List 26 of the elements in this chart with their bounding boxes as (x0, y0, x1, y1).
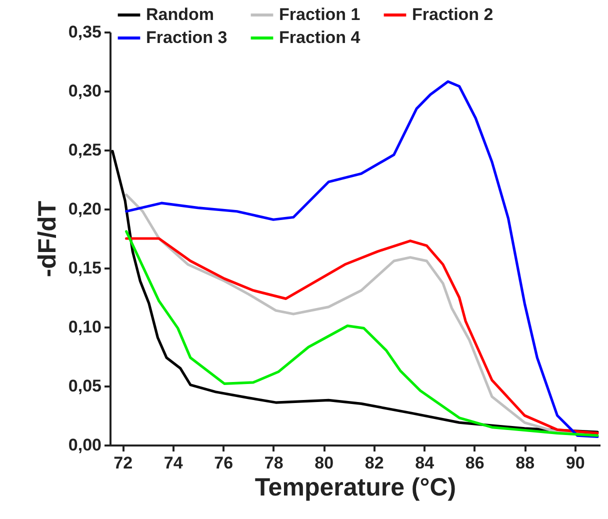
y-axis-title: -dF/dT (33, 200, 62, 278)
legend-label: Fraction 2 (412, 5, 494, 24)
x-tick-label: 74 (164, 454, 184, 472)
x-tick-label: 84 (415, 454, 435, 472)
x-tick-label: 80 (314, 454, 334, 472)
x-tick-label: 76 (214, 454, 234, 472)
legend-label: Random (146, 5, 214, 24)
y-tick-label: 0,35 (68, 22, 102, 42)
y-tick-label: 0,00 (68, 436, 102, 454)
x-tick-label: 90 (566, 454, 585, 472)
legend-label: Fraction 1 (279, 5, 360, 24)
x-tick-label: 86 (465, 454, 484, 472)
y-tick-label: 0,10 (68, 318, 102, 336)
line-series (125, 80, 599, 438)
y-tick-label: 0,30 (68, 82, 102, 100)
x-tick-label: 78 (264, 454, 284, 472)
x-axis-title: Temperature (°C) (254, 474, 456, 502)
y-tick-label: 0,20 (68, 200, 102, 218)
x-tick-label: 82 (364, 454, 384, 472)
legend-label: Fraction 3 (146, 28, 228, 47)
y-tick-label: 0,25 (68, 140, 102, 160)
y-tick-label: 0,05 (68, 376, 102, 396)
legend-label: Fraction 4 (279, 28, 361, 47)
x-tick-label: 88 (516, 454, 535, 472)
x-tick-label: 72 (114, 454, 133, 472)
y-tick-label: 0,15 (68, 258, 102, 278)
